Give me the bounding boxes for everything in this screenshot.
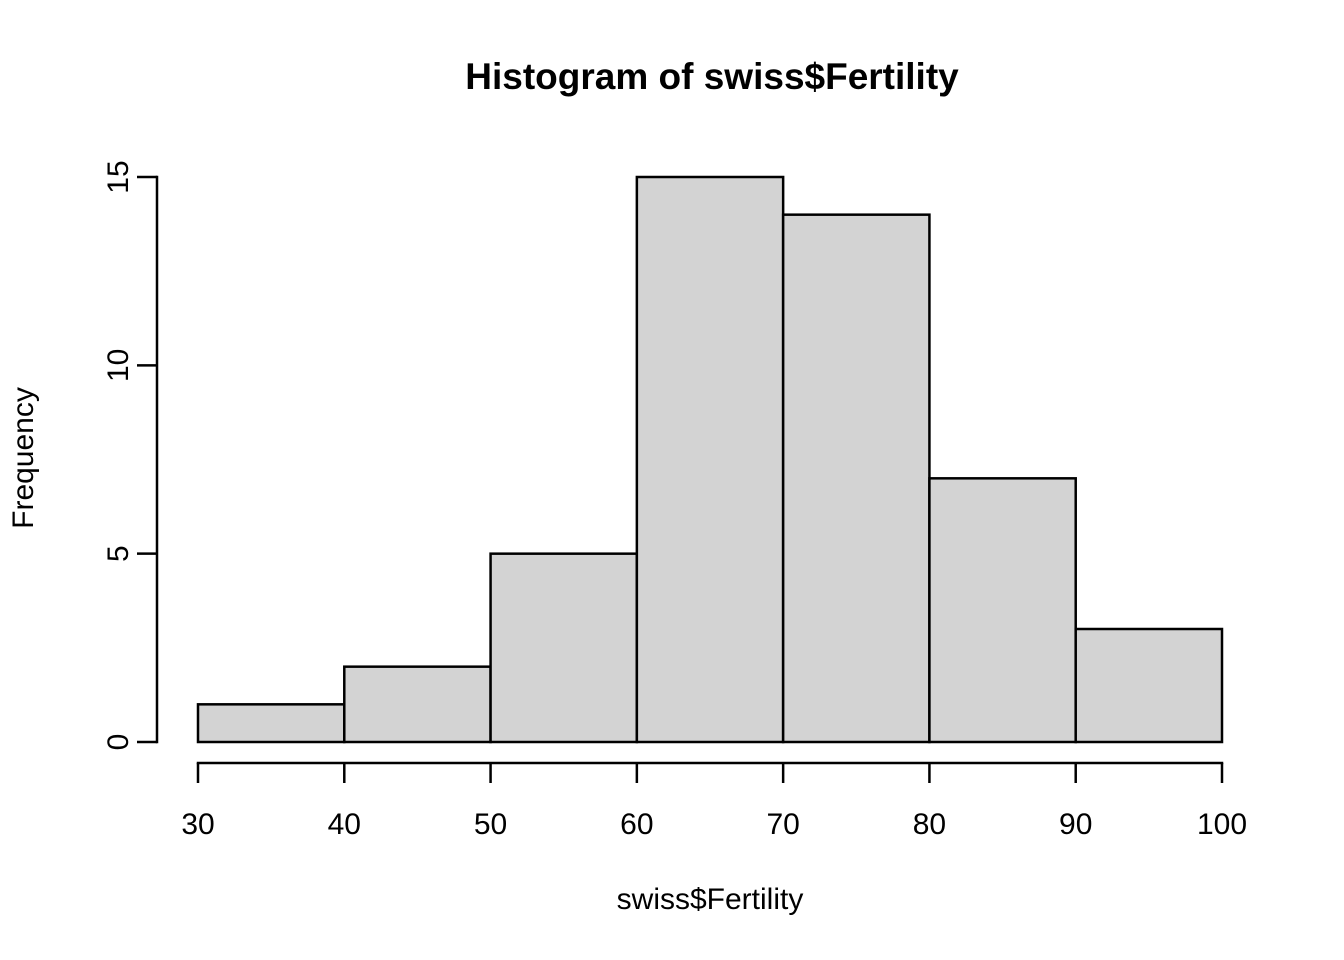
histogram-bar (1074, 627, 1224, 744)
x-tick-label: 30 (181, 808, 214, 841)
y-tick-label: 5 (102, 545, 135, 562)
x-tick-label: 100 (1197, 808, 1247, 841)
histogram-bar (196, 703, 346, 744)
x-axis-label: swiss$Fertility (617, 883, 804, 916)
y-tick-label: 15 (102, 160, 135, 193)
bars-layer (196, 175, 1224, 744)
histogram-bar (635, 175, 785, 744)
y-axis-label: Frequency (7, 387, 40, 529)
histogram-bar (928, 477, 1077, 744)
histogram-bar (343, 665, 492, 744)
x-tick-label: 50 (474, 808, 507, 841)
histogram-bar (489, 552, 639, 744)
x-tick-label: 60 (620, 808, 653, 841)
chart-title: Histogram of swiss$Fertility (465, 56, 959, 97)
y-tick-label: 10 (102, 349, 135, 382)
x-tick-label: 70 (766, 808, 799, 841)
x-tick-label: 90 (1059, 808, 1092, 841)
axes-layer: 30 40 50 60 70 80 90 100 0 5 10 15 (102, 160, 1247, 841)
x-tick-label: 40 (328, 808, 361, 841)
y-tick-label: 0 (102, 734, 135, 751)
x-tick-label: 80 (913, 808, 946, 841)
histogram-bar (781, 213, 931, 744)
